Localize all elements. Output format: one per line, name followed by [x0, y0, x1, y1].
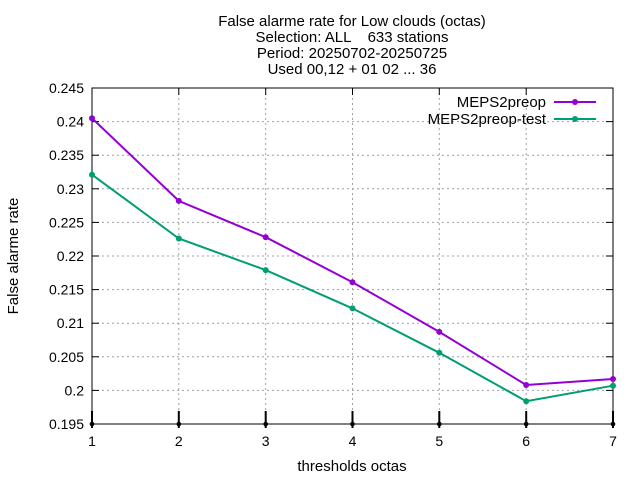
y-tick-label: 0.205 — [49, 349, 84, 365]
data-point — [610, 376, 616, 382]
data-point — [262, 234, 269, 241]
series-1 — [89, 115, 616, 388]
data-point — [349, 305, 356, 312]
error-bars — [89, 411, 616, 428]
legend-label: MEPS2preop — [457, 94, 546, 111]
y-tick-label: 0.23 — [57, 181, 84, 197]
x-tick-label: 1 — [88, 433, 96, 449]
x-tick-label: 4 — [349, 433, 357, 449]
data-point — [610, 382, 616, 389]
x-tick-label: 3 — [262, 433, 270, 449]
x-axis-label: thresholds octas — [297, 458, 406, 475]
series-2 — [89, 171, 616, 405]
title-line-2: Selection: ALL 633 stations — [256, 29, 449, 46]
title-line-4: Used 00,12 + 01 02 ... 36 — [268, 61, 437, 78]
y-tick-label: 0.215 — [49, 282, 84, 298]
y-axis-label: False alarme rate — [5, 198, 22, 315]
legend-label: MEPS2preop-test — [428, 111, 547, 128]
data-point — [523, 398, 530, 405]
grid — [92, 88, 613, 424]
title-line-1: False alarme rate for Low clouds (octas) — [218, 13, 486, 30]
data-point — [436, 349, 443, 356]
data-point — [523, 382, 530, 388]
x-tick-labels: 1 2 3 4 5 6 7 — [88, 433, 617, 449]
x-tick-label: 2 — [175, 433, 183, 449]
y-tick-label: 0.2 — [65, 382, 85, 398]
x-tick-label: 5 — [435, 433, 443, 449]
data-point — [262, 267, 269, 274]
chart-title: False alarme rate for Low clouds (octas)… — [218, 13, 486, 78]
data-point — [89, 115, 95, 122]
y-tick-label: 0.21 — [57, 315, 84, 331]
legend-swatch-marker — [572, 99, 578, 105]
y-tick-label: 0.235 — [49, 147, 84, 163]
y-tick-labels: 0.195 0.2 0.205 0.21 0.215 0.22 0.225 0.23 0.235… — [49, 80, 84, 432]
series-layer — [89, 115, 616, 405]
plot-frame — [91, 87, 614, 425]
y-tick-label: 0.225 — [49, 214, 84, 230]
data-point — [175, 235, 182, 242]
y-tick-label: 0.245 — [49, 80, 84, 96]
data-point — [89, 171, 95, 178]
data-point — [436, 328, 443, 335]
y-tick-label: 0.22 — [57, 248, 84, 264]
y-tick-label: 0.24 — [57, 114, 84, 130]
data-point — [349, 279, 356, 286]
y-tick-label: 0.195 — [49, 416, 84, 432]
title-line-3: Period: 20250702-20250725 — [257, 45, 447, 62]
x-tick-label: 6 — [522, 433, 530, 449]
x-tick-label: 7 — [609, 433, 617, 449]
legend-swatch-marker — [572, 116, 578, 122]
data-point — [175, 197, 182, 204]
